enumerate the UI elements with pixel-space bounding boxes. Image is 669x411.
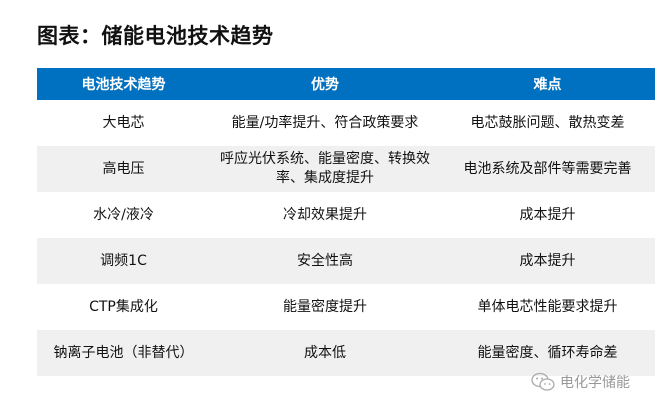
column-header: 优势 bbox=[210, 68, 440, 100]
table-row: 大电芯 能量/功率提升、符合政策要求 电芯鼓胀问题、散热变差 bbox=[37, 100, 655, 146]
table-row: CTP集成化 能量密度提升 单体电芯性能要求提升 bbox=[37, 284, 655, 330]
watermark: 电化学储能 bbox=[530, 372, 630, 392]
table-cell: 能量/功率提升、符合政策要求 bbox=[231, 114, 419, 131]
table-cell: 电池系统及部件等需要完善 bbox=[440, 146, 655, 192]
battery-trend-table: 电池技术趋势 优势 难点 大电芯 能量/功率提升、符合政策要求 电芯鼓胀问题、散热变… bbox=[37, 68, 655, 376]
table-cell: 钠离子电池（非替代） bbox=[37, 330, 210, 376]
column-header: 电池技术趋势 bbox=[37, 68, 210, 100]
table-cell: 调频1C bbox=[37, 238, 210, 284]
table-cell: 电芯鼓胀问题、散热变差 bbox=[470, 114, 625, 131]
table-cell: 成本提升 bbox=[519, 206, 576, 223]
table-row: 调频1C 安全性高 成本提升 bbox=[37, 238, 655, 284]
table-cell: 高电压 bbox=[37, 146, 210, 192]
wechat-icon bbox=[531, 372, 555, 391]
table-cell: 单体电芯性能要求提升 bbox=[477, 298, 618, 315]
table-row: 高电压 呼应光伏系统、能量密度、转换效率、集成度提升 电池系统及部件等需要完善 bbox=[37, 146, 655, 192]
table-cell: CTP集成化 bbox=[89, 298, 158, 315]
table-cell: 大电芯 bbox=[102, 114, 145, 131]
table-cell: 呼应光伏系统、能量密度、转换效率、集成度提升 bbox=[210, 146, 440, 192]
table-row: 水冷/液冷 冷却效果提升 成本提升 bbox=[37, 192, 655, 238]
table-row: 钠离子电池（非替代） 成本低 能量密度、循环寿命差 bbox=[37, 330, 655, 376]
table-cell: 能量密度、循环寿命差 bbox=[440, 330, 655, 376]
table-cell: 成本提升 bbox=[440, 238, 655, 284]
table-cell: 安全性高 bbox=[210, 238, 440, 284]
table-cell: 成本低 bbox=[210, 330, 440, 376]
table-header: 电池技术趋势 优势 难点 bbox=[37, 68, 655, 100]
watermark-text: 电化学储能 bbox=[560, 375, 630, 391]
table-cell: 水冷/液冷 bbox=[93, 206, 154, 223]
table-cell: 能量密度提升 bbox=[283, 298, 367, 315]
table-cell: 冷却效果提升 bbox=[283, 206, 367, 223]
page-title: 图表：储能电池技术趋势 bbox=[37, 24, 274, 48]
column-header: 难点 bbox=[440, 68, 655, 100]
